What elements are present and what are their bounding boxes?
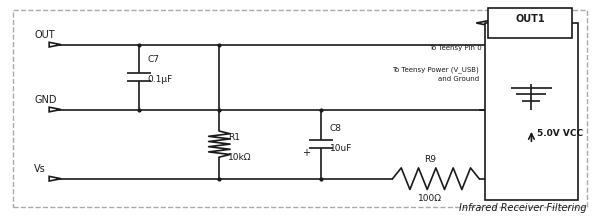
Text: R9: R9 xyxy=(424,155,436,164)
Text: 100Ω: 100Ω xyxy=(418,194,442,203)
Text: 10kΩ: 10kΩ xyxy=(229,153,252,162)
Text: To Teensy Power (V_USB): To Teensy Power (V_USB) xyxy=(392,66,479,73)
Text: and Ground: and Ground xyxy=(438,76,479,82)
Text: 0.1μF: 0.1μF xyxy=(148,75,173,84)
Text: R1: R1 xyxy=(229,133,241,142)
Text: To Teensy Pin 0: To Teensy Pin 0 xyxy=(430,45,482,51)
Bar xyxy=(488,8,572,38)
Text: 10uF: 10uF xyxy=(330,144,352,153)
Text: Vs: Vs xyxy=(34,164,46,174)
Text: Infrared Receiver Filtering: Infrared Receiver Filtering xyxy=(459,203,587,213)
Text: 5.0V VCC: 5.0V VCC xyxy=(538,129,584,138)
Text: C7: C7 xyxy=(148,55,160,64)
Text: GND: GND xyxy=(34,95,57,105)
Text: OUT1: OUT1 xyxy=(515,14,545,24)
Bar xyxy=(485,23,578,200)
Text: OUT: OUT xyxy=(34,30,55,40)
Text: +: + xyxy=(302,148,310,158)
Text: C8: C8 xyxy=(330,124,342,133)
